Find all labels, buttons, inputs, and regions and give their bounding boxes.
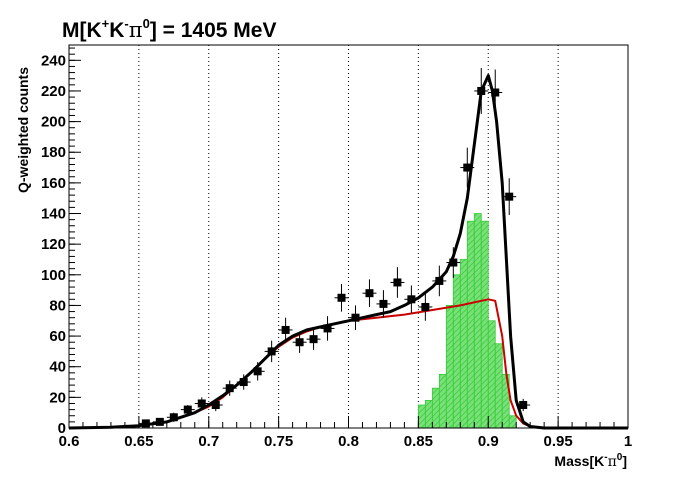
y-axis-label: Q-weighted counts xyxy=(15,67,31,193)
data-point xyxy=(432,265,447,297)
data-point xyxy=(390,267,405,298)
data-marker xyxy=(337,293,346,302)
data-point xyxy=(292,331,307,353)
x-tick-label: 1 xyxy=(624,433,632,450)
data-point xyxy=(334,283,349,312)
data-point xyxy=(138,419,153,428)
x-tick-label: 0.8 xyxy=(338,433,359,450)
data-marker xyxy=(155,417,164,426)
data-marker xyxy=(211,401,220,410)
data-point xyxy=(488,69,503,116)
y-tick-label: 60 xyxy=(49,328,66,345)
signal-bar xyxy=(473,213,482,429)
signal-bar xyxy=(508,415,517,429)
data-marker xyxy=(407,295,416,304)
axes: 0.6 0.65 0.7 0.75 0.8 0.85 0.9 0.95 1 0 20 40 60 80 10… xyxy=(41,47,632,450)
data-point xyxy=(376,290,391,318)
data-marker xyxy=(449,258,458,267)
signal-bar xyxy=(431,387,440,429)
data-point xyxy=(502,178,517,216)
signal-bar xyxy=(494,343,503,429)
data-marker xyxy=(183,405,192,414)
data-point xyxy=(418,293,433,321)
y-tick-label: 200 xyxy=(41,114,66,131)
data-marker xyxy=(365,289,374,298)
x-tick-label: 0.85 xyxy=(404,433,433,450)
x-tick-label: 0.65 xyxy=(124,433,153,450)
data-marker xyxy=(393,278,402,287)
x-tick-label: 0.95 xyxy=(544,433,573,450)
chart-title: M[K+K-π0] = 1405 MeV xyxy=(62,16,276,42)
data-point xyxy=(166,412,181,422)
data-marker xyxy=(253,367,262,376)
y-tick-label: 180 xyxy=(41,144,66,161)
data-point xyxy=(348,305,363,330)
y-tick-label: 40 xyxy=(49,359,66,376)
data-point xyxy=(236,374,251,390)
y-tick-label: 80 xyxy=(49,297,66,314)
data-point xyxy=(446,247,461,278)
x-tick-label: 0.6 xyxy=(59,433,80,450)
signal-bar xyxy=(466,220,475,429)
data-marker xyxy=(225,384,234,393)
signal-bar xyxy=(445,305,454,429)
data-marker xyxy=(141,419,150,428)
data-point xyxy=(208,398,223,412)
y-tick-label: 160 xyxy=(41,175,66,192)
data-point xyxy=(152,417,167,426)
data-point xyxy=(460,147,475,188)
x-tick-label: 0.7 xyxy=(198,433,219,450)
data-point xyxy=(516,398,531,412)
y-tick-label: 120 xyxy=(41,236,66,253)
data-marker xyxy=(379,299,388,308)
data-point xyxy=(194,397,209,410)
y-tick-label: 100 xyxy=(41,267,66,284)
data-point xyxy=(278,317,293,343)
signal-bar xyxy=(438,373,447,429)
data-marker xyxy=(519,401,528,410)
data-marker xyxy=(295,338,304,347)
y-tick-label: 220 xyxy=(41,83,66,100)
signal-bar xyxy=(452,274,461,429)
signal-bar xyxy=(424,400,433,429)
data-marker xyxy=(267,347,276,356)
data-point xyxy=(404,285,419,314)
data-point xyxy=(222,380,237,396)
y-tick-label: 240 xyxy=(41,52,66,69)
data-marker xyxy=(505,192,514,201)
signal-bar xyxy=(459,259,468,429)
y-tick-label: 0 xyxy=(58,420,66,437)
data-marker xyxy=(491,88,500,97)
data-points xyxy=(138,67,531,428)
y-tick-label: 20 xyxy=(49,389,66,406)
y-tick-label: 140 xyxy=(41,206,66,223)
data-marker xyxy=(169,413,178,422)
x-tick-label: 0.75 xyxy=(264,433,293,450)
data-point xyxy=(320,316,335,341)
data-marker xyxy=(477,86,486,95)
data-marker xyxy=(463,163,472,172)
data-point xyxy=(250,362,265,381)
data-marker xyxy=(435,276,444,285)
data-point xyxy=(474,67,489,114)
signal-bar xyxy=(487,320,496,429)
x-axis-label: Mass[K-π0] xyxy=(554,452,627,470)
data-marker xyxy=(281,325,290,334)
data-point xyxy=(180,405,195,415)
data-point xyxy=(362,279,377,307)
data-point xyxy=(306,328,321,350)
data-marker xyxy=(309,335,318,344)
data-marker xyxy=(323,324,332,333)
signal-bar xyxy=(480,220,489,429)
data-marker xyxy=(197,399,206,408)
data-marker xyxy=(351,313,360,322)
data-marker xyxy=(239,378,248,387)
data-point xyxy=(264,340,279,363)
data-marker xyxy=(421,302,430,311)
signal-bar xyxy=(417,404,426,429)
x-tick-label: 0.9 xyxy=(478,433,499,450)
